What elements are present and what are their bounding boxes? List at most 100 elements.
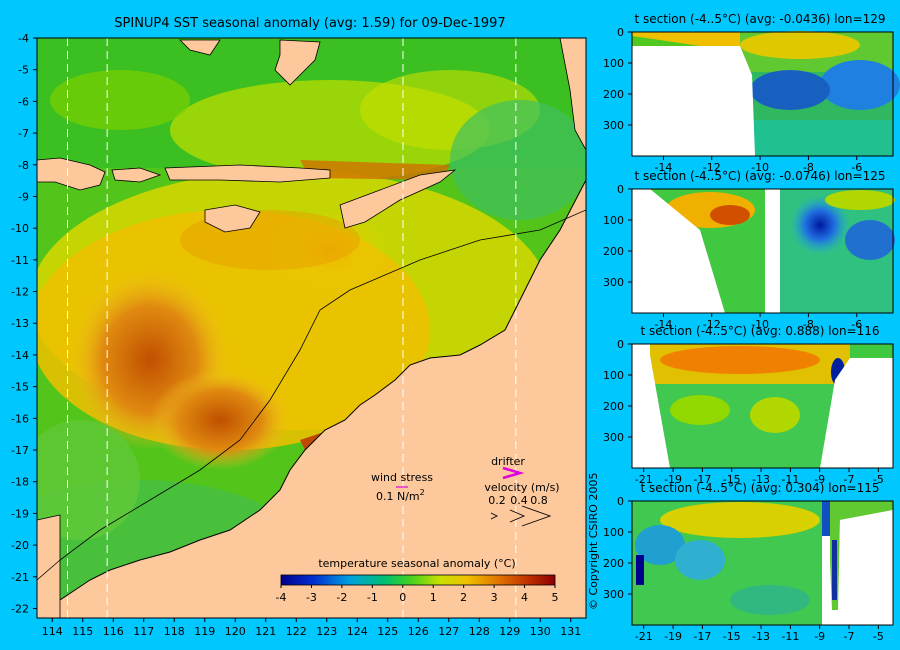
section-x-tick-label: -14 xyxy=(654,318,672,331)
section-y-tick-label: 100 xyxy=(603,369,624,382)
section-x-tick-label: -7 xyxy=(844,473,855,486)
section-y-tick-label: 200 xyxy=(603,400,624,413)
velocity-label: velocity (m/s) xyxy=(484,481,559,494)
map-y-tick-label: -18 xyxy=(11,476,29,489)
map-y-tick-label: -21 xyxy=(11,571,29,584)
section-y-tick-label: 100 xyxy=(603,57,624,70)
map-y-tick-label: -12 xyxy=(11,286,29,299)
section-x-tick-label: -17 xyxy=(693,630,711,643)
map-y-tick-label: -13 xyxy=(11,317,29,330)
colorbar-tick-label: -1 xyxy=(367,591,378,604)
map-y-tick-label: -6 xyxy=(18,95,29,108)
colorbar-title: temperature seasonal anomaly (°C) xyxy=(318,557,515,570)
land-bali-lombok xyxy=(111,167,162,183)
map-y-tick-label: -16 xyxy=(11,412,29,425)
map-y-tick-label: -5 xyxy=(18,64,29,77)
map-x-tick-label: 129 xyxy=(499,625,520,638)
section-y-tick-label: 300 xyxy=(603,119,624,132)
section-x-tick-label: -5 xyxy=(873,630,884,643)
section-y-tick-label: 0 xyxy=(617,495,624,508)
section-x-tick-label: -11 xyxy=(781,473,799,486)
section-y-tick-label: 200 xyxy=(603,88,624,101)
map-y-tick-label: -15 xyxy=(11,381,29,394)
colorbar-tick-label: 3 xyxy=(491,591,498,604)
map-y-tick-label: -11 xyxy=(11,254,29,267)
velocity-arrow-icons xyxy=(490,505,552,527)
map-x-tick-label: 126 xyxy=(408,625,429,638)
section-x-tick-label: -10 xyxy=(751,161,769,174)
section-y-tick-label: 100 xyxy=(603,526,624,539)
section-y-tick-label: 0 xyxy=(617,26,624,39)
map-y-tick-label: -4 xyxy=(18,32,29,45)
map-x-tick-label: 125 xyxy=(377,625,398,638)
section-x-tick-label: -21 xyxy=(635,630,653,643)
section-x-tick-label: -19 xyxy=(664,473,682,486)
map-y-tick-label: -22 xyxy=(11,602,29,615)
section-x-tick-label: -8 xyxy=(803,161,814,174)
colorbar-tick-label: 1 xyxy=(430,591,437,604)
land-java xyxy=(37,157,106,191)
section-x-tick-label: -6 xyxy=(851,318,862,331)
map-x-tick-label: 120 xyxy=(225,625,246,638)
wind-stress-scale: 0.1 N/m2 xyxy=(376,488,425,503)
section-x-tick-label: -12 xyxy=(703,318,721,331)
section-title: t section (-4..5°C) (avg: -0.0436) lon=1… xyxy=(634,12,885,26)
section-x-tick-label: -5 xyxy=(873,473,884,486)
map-y-tick-label: -8 xyxy=(18,159,29,172)
map-x-tick-label: 121 xyxy=(255,625,276,638)
section-x-tick-label: -10 xyxy=(751,318,769,331)
land-sumbawa-flores xyxy=(164,164,331,183)
map-x-tick-label: 124 xyxy=(347,625,368,638)
section-panel-1: t section (-4..5°C) (avg: -0.0436) lon=1… xyxy=(632,12,900,156)
map-title: SPINUP4 SST seasonal anomaly (avg: 1.59)… xyxy=(114,16,505,31)
section-x-tick-label: -14 xyxy=(654,161,672,174)
velocity-0.4: 0.4 xyxy=(510,494,528,507)
map-y-tick-label: -20 xyxy=(11,539,29,552)
land-australia xyxy=(47,179,586,618)
section-y-tick-label: 200 xyxy=(603,245,624,258)
map-field xyxy=(37,38,586,618)
section-lines xyxy=(67,38,517,618)
section-x-tick-label: -8 xyxy=(803,318,814,331)
wind-stress-label: wind stress xyxy=(371,471,433,484)
section-x-tick-label: -7 xyxy=(844,630,855,643)
map-x-tick-label: 115 xyxy=(72,625,93,638)
map-x-tick-label: 122 xyxy=(286,625,307,638)
section-x-tick-label: -9 xyxy=(814,630,825,643)
section-panel-3: t section (-4..5°C) (avg: 0.888) lon=116 xyxy=(632,324,893,468)
map-y-tick-label: -9 xyxy=(18,190,29,203)
section-axes: 0 100 200 300 -14 -12 -10 -8 -6 0 100 200 300 -14 -12 -… xyxy=(603,26,894,643)
velocity-0.2: 0.2 xyxy=(488,494,506,507)
section-x-tick-label: -13 xyxy=(752,473,770,486)
drifter-label: drifter xyxy=(491,455,525,468)
section-title: t section (-4..5°C) (avg: 0.888) lon=116 xyxy=(640,324,879,338)
colorbar-tick-label: -2 xyxy=(336,591,347,604)
section-y-tick-label: 200 xyxy=(603,557,624,570)
map-y-tick-label: -17 xyxy=(11,444,29,457)
copyright: © Copyright CSIRO 2005 xyxy=(587,473,600,610)
colorbar-tick-label: -4 xyxy=(276,591,287,604)
colorbar-ticks: -4 -3 -2 -1 0 1 2 3 4 5 xyxy=(276,585,559,604)
land-sumba xyxy=(204,204,261,233)
colorbar-tick-label: 5 xyxy=(552,591,559,604)
drifter-arrow-icon xyxy=(502,466,525,480)
section-x-tick-label: -6 xyxy=(851,161,862,174)
map-x-tick-label: 131 xyxy=(560,625,581,638)
map-x-tick-label: 117 xyxy=(133,625,154,638)
map-x-tick-label: 118 xyxy=(164,625,185,638)
map-x-tick-label: 130 xyxy=(530,625,551,638)
map-y-axis: -4 -5 -6 -7 -8 -9 -10 -11 -12 -13 -14 -15 -16 -17 -18 -… xyxy=(11,32,37,615)
colorbar-tick-label: 4 xyxy=(521,591,528,604)
section-x-tick-label: -13 xyxy=(752,630,770,643)
colorbar-tick-label: -3 xyxy=(306,591,317,604)
shelf-contour xyxy=(37,209,586,581)
map-x-tick-label: 119 xyxy=(194,625,215,638)
section-x-tick-label: -15 xyxy=(723,630,741,643)
section-panel-2: t section (-4..5°C) (avg: -0.0746) lon=1… xyxy=(632,169,895,313)
land-north-islands xyxy=(179,38,586,151)
colorbar-tick-label: 0 xyxy=(399,591,406,604)
section-x-tick-label: -21 xyxy=(635,473,653,486)
section-x-tick-label: -11 xyxy=(781,630,799,643)
map-x-tick-label: 116 xyxy=(103,625,124,638)
section-y-tick-label: 300 xyxy=(603,431,624,444)
